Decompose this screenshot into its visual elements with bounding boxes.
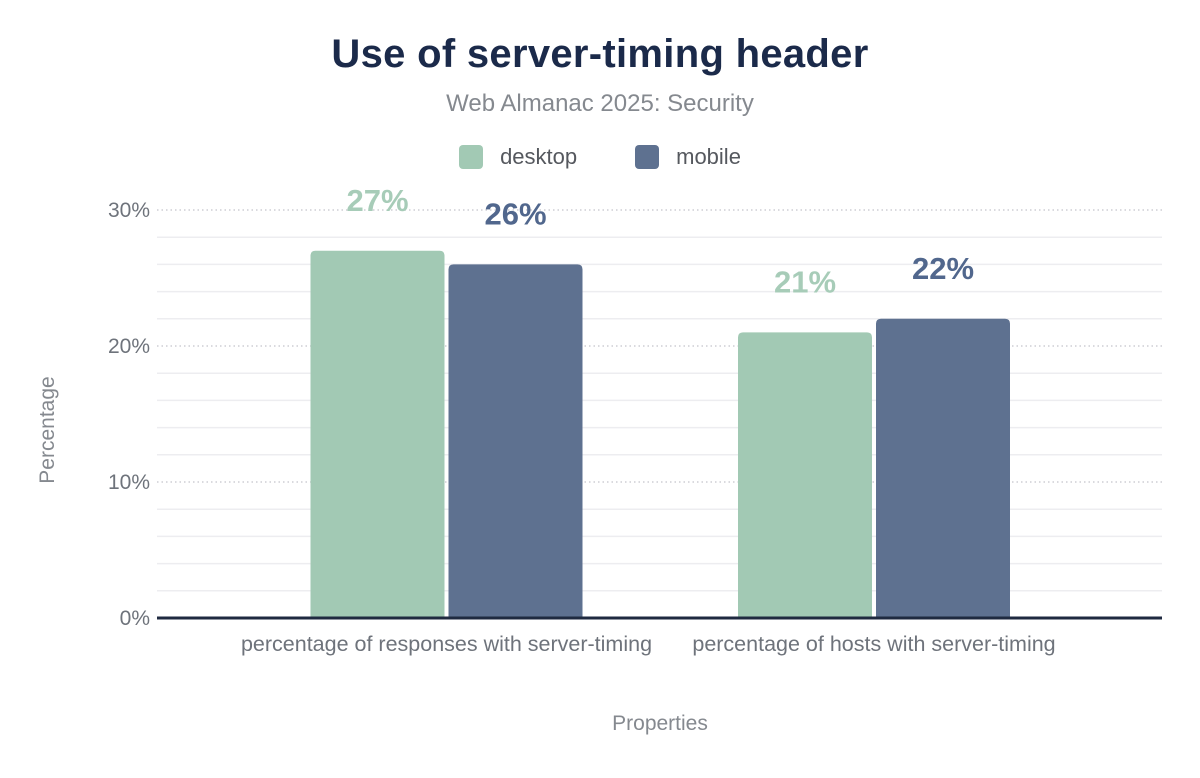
y-tick-label: 0%: [120, 607, 150, 630]
value-label-desktop-1: 27%: [346, 183, 408, 218]
y-tick-label: 20%: [108, 335, 150, 358]
legend-swatch-mobile: [635, 145, 660, 169]
bar-mobile-1: [448, 264, 583, 618]
x-axis-title: Properties: [612, 712, 708, 735]
y-tick-label: 30%: [108, 199, 150, 222]
value-label-mobile-1: 26%: [484, 196, 546, 231]
bar-desktop-1: [310, 250, 445, 619]
bar-mobile-2: [876, 318, 1010, 618]
bar-desktop-2: [738, 332, 872, 618]
legend-label-desktop: desktop: [500, 144, 578, 169]
legend-label-mobile: mobile: [676, 144, 741, 169]
legend-item-desktop[interactable]: desktop: [459, 144, 577, 170]
value-label-desktop-2: 21%: [774, 264, 836, 299]
y-tick-label: 10%: [108, 471, 150, 494]
legend-swatch-desktop: [459, 145, 484, 169]
chart-title: Use of server-timing header: [331, 32, 869, 76]
legend-item-mobile[interactable]: mobile: [635, 144, 741, 170]
legend: desktop mobile: [0, 144, 1200, 170]
chart-subtitle: Web Almanac 2025: Security: [446, 90, 754, 117]
value-label-mobile-2: 22%: [912, 251, 974, 286]
